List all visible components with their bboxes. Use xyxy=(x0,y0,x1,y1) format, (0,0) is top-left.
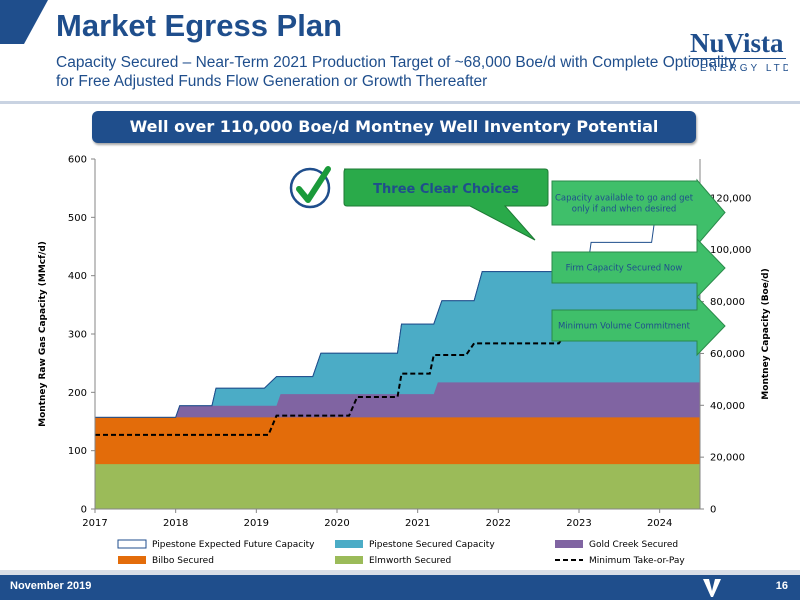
arrow-label: Minimum Volume Commitment xyxy=(558,322,691,332)
legend-label: Gold Creek Secured xyxy=(589,540,678,550)
legend-swatch xyxy=(118,556,146,564)
x-tick-label: 2021 xyxy=(405,518,430,529)
arrow-label-line: Minimum Volume Commitment xyxy=(558,322,691,332)
y-tick-label: 100 xyxy=(68,446,87,457)
checkmark-icon xyxy=(289,166,331,209)
y-tick-label: 300 xyxy=(68,330,87,341)
arrow-3: Minimum Volume Commitment xyxy=(551,295,726,357)
legend-label: Pipestone Expected Future Capacity xyxy=(152,540,315,550)
legend: Pipestone Expected Future Capacity Pipest… xyxy=(117,539,685,566)
legend-swatch xyxy=(335,556,363,564)
arrow-label: Firm Capacity Secured Now xyxy=(566,264,683,274)
x-tick-label: 2018 xyxy=(163,518,188,529)
y2-tick-label: 80,000 xyxy=(710,297,745,308)
legend-swatch xyxy=(335,540,363,548)
series-minimum-take-or-pay xyxy=(95,330,700,436)
corner-chevron-icon xyxy=(0,0,48,44)
page-title: Market Egress Plan xyxy=(56,8,343,43)
chart-area: 0 100 200 300 400 500 600 0 20,000 40,000 60,000 80… xyxy=(0,145,800,575)
legend-swatch xyxy=(117,539,147,549)
arrow-shape xyxy=(551,178,726,247)
callout-three-clear-choices: Three Clear Choices xyxy=(343,168,549,241)
x-tick-label: 2022 xyxy=(486,518,511,529)
nuvista-logo: NuVista ENERGY LTD xyxy=(690,28,788,74)
y-tick-label: 400 xyxy=(68,271,87,282)
legend-label: Minimum Take-or-Pay xyxy=(589,556,685,566)
arrow-label-line: Firm Capacity Secured Now xyxy=(566,264,683,274)
page-number: 16 xyxy=(775,580,788,592)
y2-tick-label: 100,000 xyxy=(710,245,751,256)
legend-item-pipestone-expected-future-capacity: Pipestone Expected Future Capacity xyxy=(117,539,315,550)
legend-label: Pipestone Secured Capacity xyxy=(369,540,495,550)
legend-label: Bilbo Secured xyxy=(152,556,214,566)
x-tick-label: 2017 xyxy=(82,518,107,529)
legend-item-minimum-take-or-pay: Minimum Take-or-Pay xyxy=(555,556,685,566)
y-tick-label: 0 xyxy=(81,505,87,516)
page-subtitle: Capacity Secured – Near-Term 2021 Produc… xyxy=(56,54,736,90)
arrow-label: Capacity available to go and get only if … xyxy=(555,194,694,215)
y2-axis-title: Montney Capacity (Boe/d) xyxy=(761,268,771,399)
legend-item-elmworth-secured: Elmworth Secured xyxy=(335,556,451,566)
inventory-banner: Well over 110,000 Boe/d Montney Well Inv… xyxy=(92,111,696,143)
legend-swatch xyxy=(555,540,583,548)
arrow-shape xyxy=(551,295,726,357)
arrow-2: Firm Capacity Secured Now xyxy=(551,237,726,299)
arrow-shape xyxy=(551,237,726,299)
x-tick-label: 2023 xyxy=(566,518,591,529)
legend-item-pipestone-secured-capacity: Pipestone Secured Capacity xyxy=(335,540,495,550)
y-tick-label: 200 xyxy=(68,388,87,399)
y2-tick-label: 40,000 xyxy=(710,401,745,412)
footer-date: November 2019 xyxy=(10,580,92,592)
x-tick-label: 2019 xyxy=(244,518,269,529)
y-tick-label: 500 xyxy=(68,213,87,224)
header-divider xyxy=(0,101,800,104)
footer: November 2019 16 xyxy=(0,575,800,600)
series-elmworth-secured xyxy=(95,464,700,509)
arrow-label-line: only if and when desired xyxy=(572,205,676,215)
footer-divider xyxy=(0,570,800,575)
x-tick-label: 2020 xyxy=(324,518,349,529)
nuvista-v-mark-icon xyxy=(703,579,721,597)
series-outline-pipestone-secured-capacity xyxy=(95,271,700,418)
svg-text:NuVista: NuVista xyxy=(690,28,784,58)
y2-tick-label: 120,000 xyxy=(710,193,751,204)
capacity-chart: 0 100 200 300 400 500 600 0 20,000 40,000 60,000 80… xyxy=(38,155,771,567)
legend-item-bilbo-secured: Bilbo Secured xyxy=(118,556,214,566)
callout-text: Three Clear Choices xyxy=(373,182,519,197)
y-tick-label: 600 xyxy=(68,155,87,166)
arrow-label-line: Capacity available to go and get xyxy=(555,194,694,204)
y2-tick-label: 20,000 xyxy=(710,453,745,464)
svg-text:ENERGY LTD: ENERGY LTD xyxy=(700,63,788,74)
x-tick-label: 2024 xyxy=(647,518,672,529)
legend-label: Elmworth Secured xyxy=(369,556,451,566)
arrow-1: Capacity available to go and get only if … xyxy=(551,178,726,247)
y2-tick-label: 0 xyxy=(710,505,716,516)
y-axis-title: Montney Raw Gas Capacity (MMcf/d) xyxy=(38,241,48,427)
checkmark-tick xyxy=(296,166,331,203)
y2-tick-label: 60,000 xyxy=(710,349,745,360)
callout-shape xyxy=(343,168,549,241)
legend-item-gold-creek-secured: Gold Creek Secured xyxy=(555,540,678,550)
